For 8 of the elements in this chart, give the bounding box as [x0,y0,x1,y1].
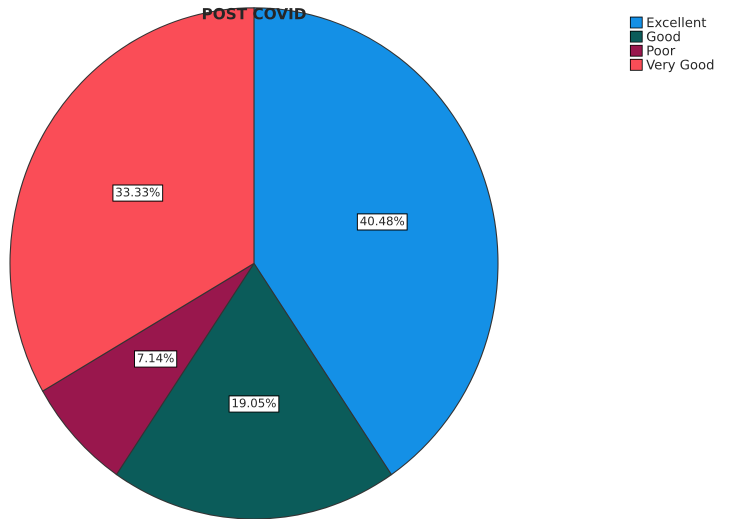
data-label: 40.48% [360,216,404,226]
data-label: 33.33% [116,188,160,197]
data-label: 19.05% [232,398,276,408]
data-label: 7.14% [138,353,174,362]
legend-label: Excellent [647,17,706,28]
legend-label: Good [646,31,680,42]
legend-label: Poor [647,46,676,56]
legend-label: Very Good [646,59,714,72]
